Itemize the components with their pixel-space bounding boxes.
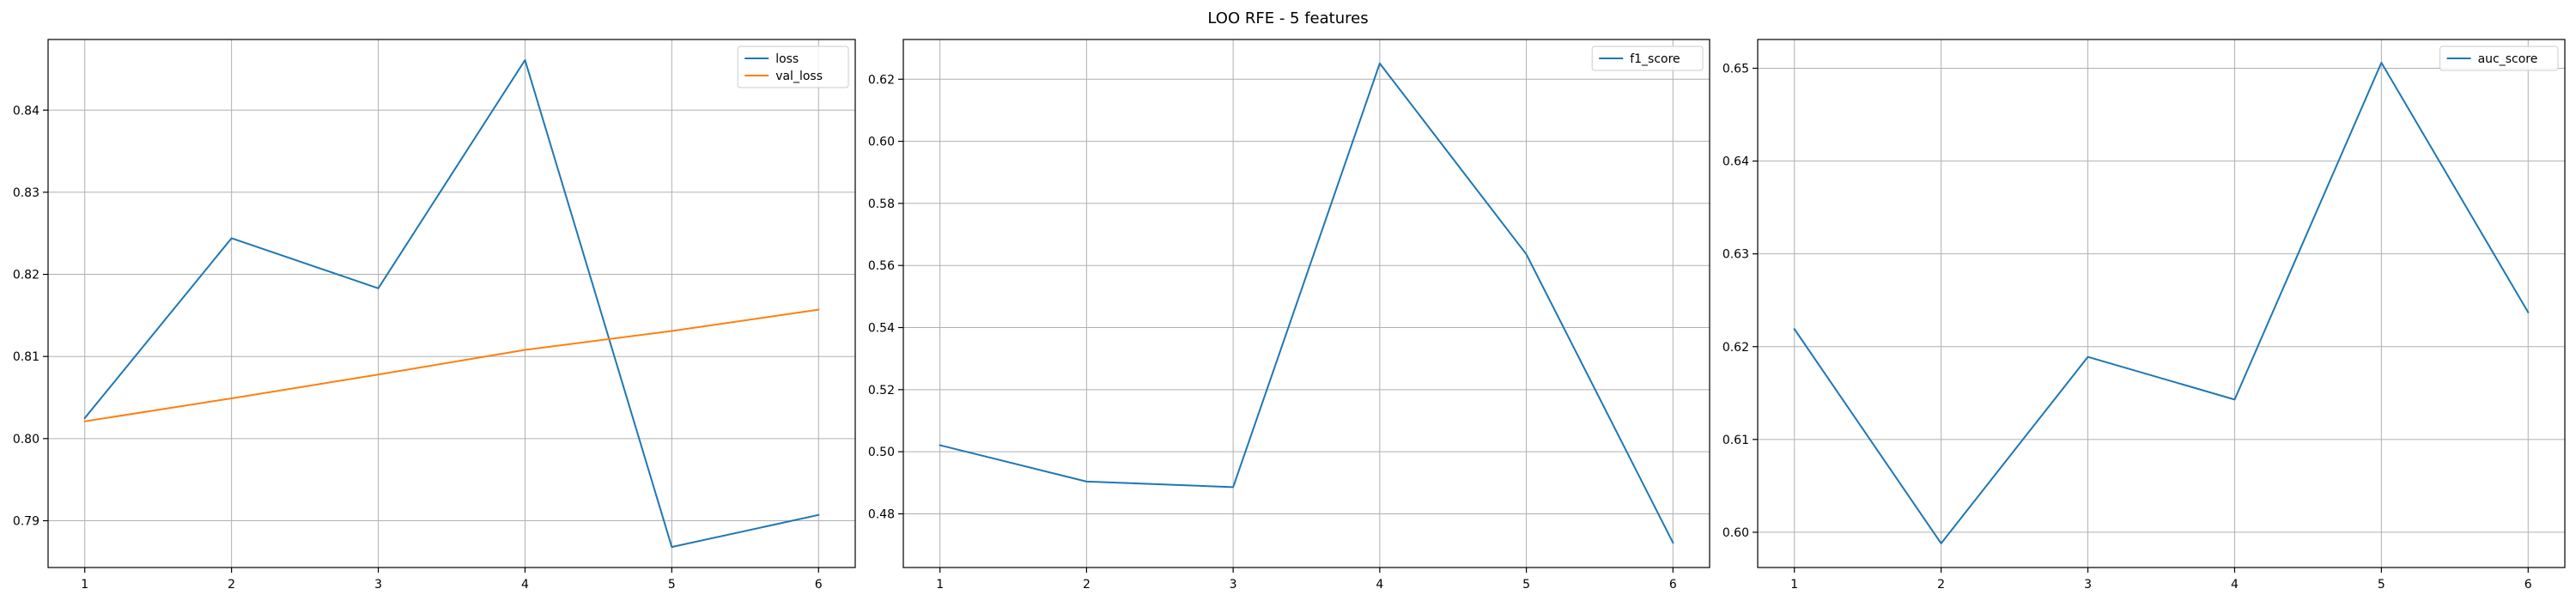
x-tick-label: 3 — [1230, 578, 1237, 592]
y-tick-label: 0.62 — [1722, 341, 1749, 355]
subplot-2: 1 2 3 4 5 6 0.48 0.50 0.52 0.54 0.56 0.58 0.60 0.62 f1… — [868, 39, 1710, 592]
y-tick-label: 0.58 — [868, 197, 895, 211]
x-tick-label: 5 — [668, 578, 676, 592]
series-line-auc-score — [1793, 62, 2530, 544]
series-line-loss — [83, 58, 820, 549]
y-tick-label: 0.64 — [1722, 155, 1749, 169]
legend-box — [1591, 46, 1704, 71]
y-tick-label: 0.48 — [868, 507, 895, 521]
legend-label-val-loss: val_loss — [775, 70, 823, 83]
x-tick-label: 3 — [2084, 578, 2092, 592]
y-tick-label: 0.56 — [868, 259, 895, 273]
legend: loss val_loss — [737, 46, 849, 88]
y-tick-label: 0.65 — [1722, 63, 1749, 76]
x-tick-label: 4 — [1376, 578, 1383, 592]
y-tick-label: 0.60 — [868, 136, 895, 149]
y-tick-label: 0.82 — [13, 269, 39, 282]
series-line-f1-score — [939, 62, 1674, 544]
x-tick-label: 2 — [1937, 578, 1945, 592]
x-tick-label: 5 — [1522, 578, 1530, 592]
y-tick-label: 0.54 — [868, 322, 895, 336]
legend-label-f1-score: f1_score — [1630, 52, 1680, 66]
axes-frame — [902, 39, 1710, 568]
x-tick-label: 1 — [1790, 578, 1798, 592]
x-tick-label: 5 — [2378, 578, 2385, 592]
axes-frame — [1757, 39, 2566, 568]
y-tick-label: 0.52 — [868, 384, 895, 398]
y-tick-label: 0.80 — [13, 433, 39, 446]
y-tick-label: 0.61 — [1722, 434, 1749, 447]
x-tick-label: 6 — [2524, 578, 2532, 592]
x-tick-label: 6 — [815, 578, 823, 592]
legend-label-loss: loss — [775, 52, 799, 66]
y-tick-label: 0.83 — [13, 186, 39, 200]
x-tick-label: 4 — [2231, 578, 2239, 592]
x-tick-label: 1 — [936, 578, 944, 592]
x-tick-label: 2 — [1083, 578, 1091, 592]
y-tick-label: 0.62 — [868, 73, 895, 87]
legend-label-auc-score: auc_score — [2478, 52, 2538, 66]
series-line-val-loss — [83, 308, 820, 422]
y-tick-label: 0.79 — [13, 514, 39, 528]
legend-box — [737, 46, 849, 88]
x-tick-label: 6 — [1669, 578, 1677, 592]
legend: auc_score — [2439, 46, 2559, 71]
legend-box — [2439, 46, 2559, 71]
figure-title: LOO RFE - 5 features — [1207, 9, 1368, 27]
y-tick-label: 0.81 — [13, 350, 39, 364]
y-tick-label: 0.50 — [868, 446, 895, 459]
y-tick-label: 0.60 — [1722, 526, 1749, 540]
legend: f1_score — [1591, 46, 1704, 71]
subplot-3: 1 2 3 4 5 6 0.60 0.61 0.62 0.63 0.64 0.65 auc_score — [1722, 39, 2566, 592]
x-tick-label: 1 — [81, 578, 88, 592]
x-tick-label: 2 — [228, 578, 235, 592]
y-tick-label: 0.63 — [1722, 248, 1749, 262]
subplot-1: 1 2 3 4 5 6 0.79 0.80 0.81 0.82 0.83 0.84 loss val_lo… — [13, 39, 856, 592]
axes-frame — [47, 39, 856, 568]
y-tick-label: 0.84 — [13, 104, 39, 118]
subplots: 1 2 3 4 5 6 0.79 0.80 0.81 0.82 0.83 0.84 loss val_lo… — [13, 39, 2566, 592]
x-tick-label: 4 — [521, 578, 529, 592]
x-tick-label: 3 — [374, 578, 382, 592]
